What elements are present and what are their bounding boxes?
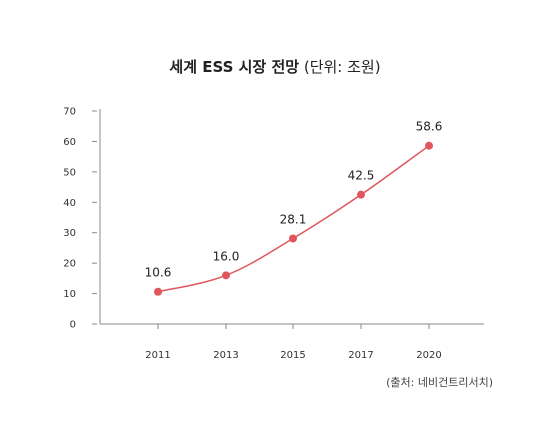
y-tick-label: 40	[63, 198, 76, 209]
chart-source: (출처: 네비건트리서치)	[386, 376, 493, 389]
data-label: 10.6	[145, 266, 172, 280]
chart-title-unit: (단위: 조원)	[303, 58, 381, 76]
y-tick-label: 10	[63, 289, 76, 300]
data-label: 28.1	[280, 212, 307, 226]
data-point	[222, 271, 230, 280]
chart-title: 세계 ESS 시장 전망 (단위: 조원)	[0, 56, 550, 77]
data-label: 58.6	[416, 120, 443, 134]
y-tick-label: 20	[63, 259, 76, 270]
chart-title-main: 세계 ESS 시장 전망	[169, 58, 300, 76]
x-tick-label: 2013	[213, 350, 238, 361]
x-tick-label: 2015	[280, 350, 305, 361]
data-point	[289, 234, 297, 243]
data-label: 16.0	[213, 249, 240, 263]
x-tick-label: 2020	[416, 350, 441, 361]
x-tick-label: 2011	[145, 350, 170, 361]
data-point	[357, 190, 365, 199]
y-tick-label: 30	[63, 228, 76, 239]
data-point	[425, 141, 433, 150]
y-tick-label: 70	[63, 107, 76, 118]
x-tick-label: 2017	[348, 350, 373, 361]
y-tick-label: 50	[63, 167, 76, 178]
y-tick-label: 0	[70, 320, 76, 331]
data-label: 42.5	[348, 169, 375, 183]
data-point	[154, 287, 162, 296]
y-tick-label: 60	[63, 137, 76, 148]
